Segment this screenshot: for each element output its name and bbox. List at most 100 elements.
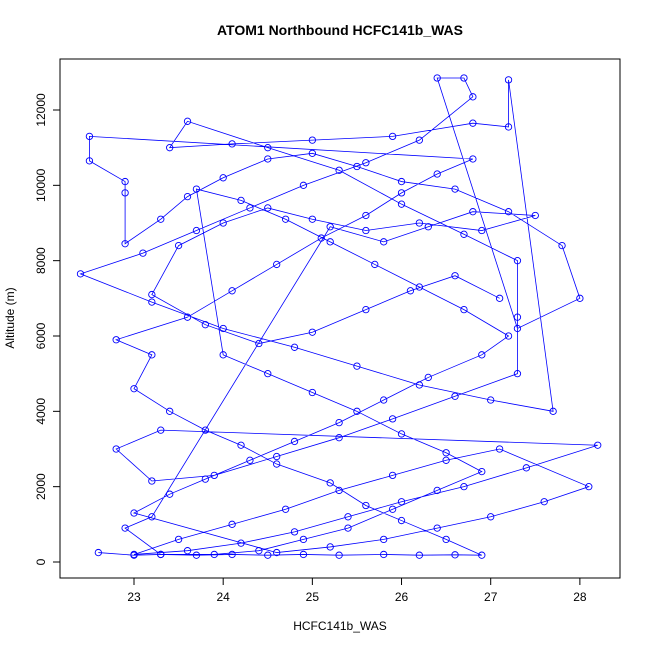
data-point	[504, 76, 513, 84]
data-point	[299, 535, 308, 544]
data-point	[148, 298, 156, 306]
data-point	[130, 550, 138, 559]
data-point	[335, 551, 343, 559]
data-point	[112, 445, 120, 453]
data-point	[380, 550, 388, 559]
y-tick-label: 6000	[34, 322, 48, 349]
data-point	[344, 524, 352, 532]
data-point	[513, 313, 522, 321]
data-point	[353, 362, 361, 370]
data-point	[308, 149, 317, 157]
data-point	[460, 305, 468, 314]
data-point	[228, 140, 236, 148]
data-point	[157, 215, 165, 223]
data-point	[415, 283, 424, 291]
data-point	[264, 370, 272, 378]
data-point	[397, 189, 406, 197]
data-point	[76, 270, 85, 278]
data-point	[112, 336, 120, 344]
data-point	[290, 343, 299, 351]
data-point	[415, 136, 424, 144]
data-point	[460, 483, 468, 491]
data-point	[388, 471, 397, 480]
data-point	[264, 144, 272, 152]
data-point	[353, 407, 361, 415]
data-point	[362, 211, 370, 220]
x-tick-label: 23	[127, 590, 141, 604]
data-point	[130, 509, 138, 517]
data-point	[237, 539, 245, 547]
data-point	[362, 226, 370, 235]
data-point	[166, 407, 174, 415]
data-point	[94, 548, 102, 557]
data-point	[380, 238, 388, 246]
y-tick-label: 8000	[34, 247, 48, 274]
data-point	[397, 430, 406, 438]
data-point	[397, 177, 406, 186]
data-point	[594, 441, 602, 449]
data-point	[273, 260, 281, 269]
data-point	[148, 351, 156, 359]
data-point	[192, 551, 201, 559]
data-point	[308, 388, 317, 397]
x-tick-label: 27	[484, 590, 498, 604]
data-point	[174, 535, 183, 544]
data-point	[273, 548, 281, 557]
plot-frame	[59, 58, 621, 579]
data-point	[433, 486, 441, 495]
data-point	[478, 351, 486, 359]
data-point	[210, 471, 218, 480]
data-point	[487, 396, 495, 404]
data-point	[219, 324, 227, 333]
data-point	[388, 415, 397, 423]
data-point	[201, 426, 210, 434]
x-axis-label: HCFC141b_WAS	[293, 619, 387, 633]
data-point	[210, 550, 218, 559]
data-point	[308, 215, 317, 223]
data-point	[433, 170, 441, 178]
data-point	[442, 535, 450, 544]
data-point	[264, 204, 272, 212]
data-point	[504, 332, 513, 340]
data-point	[576, 294, 584, 302]
data-point	[513, 370, 522, 378]
data-point	[540, 498, 548, 506]
data-point	[478, 467, 486, 476]
data-point	[192, 226, 201, 235]
x-tick-label: 25	[306, 590, 320, 604]
data-point	[424, 373, 432, 382]
data-point	[487, 513, 495, 521]
data-point	[362, 501, 370, 510]
data-point	[504, 208, 513, 216]
data-point	[317, 234, 325, 242]
data-point	[157, 550, 165, 559]
data-point	[388, 132, 397, 141]
data-point	[228, 520, 236, 528]
data-point	[121, 177, 129, 186]
data-point	[237, 196, 245, 205]
data-point	[326, 238, 334, 246]
data-point	[353, 162, 361, 171]
data-point	[531, 211, 539, 220]
y-tick-label: 12000	[34, 93, 48, 127]
data-point	[397, 200, 406, 208]
data-point	[219, 174, 227, 182]
data-point	[273, 452, 281, 461]
data-point	[522, 464, 531, 472]
data-point	[469, 208, 477, 216]
data-point	[183, 313, 192, 321]
x-tick-label: 24	[217, 590, 231, 604]
data-point	[326, 543, 334, 551]
data-point	[460, 74, 468, 82]
data-point	[406, 287, 415, 295]
data-point	[183, 117, 192, 125]
data-point	[478, 226, 486, 235]
data-point	[380, 396, 388, 404]
data-point	[388, 505, 397, 513]
data-point	[264, 551, 272, 559]
data-point	[362, 305, 370, 314]
data-point	[246, 456, 254, 464]
y-tick-label: 4000	[34, 398, 48, 425]
data-point	[495, 445, 504, 453]
